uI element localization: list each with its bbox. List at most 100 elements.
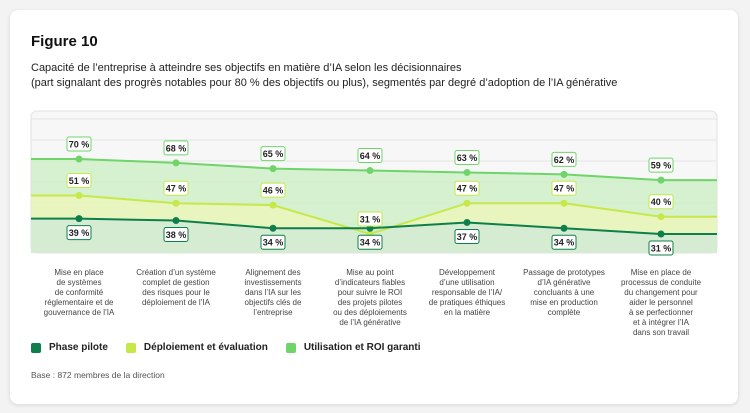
data-label-box <box>648 157 674 173</box>
data-label-group: 63 % <box>454 149 480 165</box>
data-label-group: 40 % <box>648 194 674 210</box>
category-label-line: de conformité <box>55 288 104 297</box>
data-label-box <box>163 140 189 156</box>
legend-label-phase-pilote: Phase pilote <box>49 342 108 353</box>
data-label: 40 % <box>651 197 672 207</box>
category-label-line: à se perfectionner <box>629 308 693 317</box>
category-label-line: en la matière <box>444 308 491 317</box>
data-label-box <box>454 180 480 196</box>
data-label-group: 62 % <box>551 151 577 167</box>
data-label-box <box>648 240 674 256</box>
data-label: 38 % <box>166 230 187 240</box>
data-point <box>366 167 374 175</box>
category-label-line: mise en production <box>530 298 598 307</box>
category-label-line: Mise en place <box>54 268 104 277</box>
category-label-line: processus de conduite <box>621 278 702 287</box>
category-label: Développement d’une utilisation responsabl… <box>429 268 506 317</box>
data-label-group: 37 % <box>454 228 480 244</box>
category-label-line: Développement <box>439 268 496 277</box>
data-label: 31 % <box>360 215 381 225</box>
subtitle-line-1: Capacité de l’entreprise à atteindre ses… <box>31 62 462 74</box>
category-label-line: de pratiques éthiques <box>429 298 506 307</box>
legend-swatch-phase-pilote <box>31 342 41 353</box>
data-label-group: 51 % <box>66 173 92 189</box>
data-point <box>657 230 665 238</box>
category-label-line: gouvernance de l’IA <box>44 308 115 317</box>
data-label: 65 % <box>263 149 284 159</box>
data-label-box <box>163 180 189 196</box>
data-label-box <box>551 151 577 167</box>
category-label: Création d’un système complet de gestion d… <box>136 268 216 307</box>
category-label: Passage de prototypes d’IA générative conc… <box>523 268 605 317</box>
category-label-line: pour suivre le ROI <box>338 288 402 297</box>
data-label: 34 % <box>360 238 381 248</box>
category-label: Mise en place de systèmes de conformité rég… <box>44 268 115 317</box>
data-point <box>463 168 471 176</box>
chart-legend: Phase pilote Déploiement et évaluation U… <box>31 342 421 353</box>
data-label: 51 % <box>69 176 90 186</box>
data-label-box <box>260 146 286 162</box>
data-label: 34 % <box>263 238 284 248</box>
category-label-line: de l’IA générative <box>339 318 401 327</box>
data-label-group: 31 % <box>357 211 383 227</box>
data-label-group: 34 % <box>260 234 286 250</box>
category-label-line: ou des déploiements <box>333 308 407 317</box>
data-label-box <box>357 211 383 227</box>
data-point <box>75 215 83 223</box>
data-point <box>463 218 471 226</box>
legend-swatch-utilisation <box>285 342 296 353</box>
data-label-box <box>66 136 92 152</box>
data-label-box <box>163 227 189 243</box>
category-label-line: objectifs clés de <box>245 298 302 307</box>
data-point <box>269 224 277 232</box>
data-label: 62 % <box>554 155 575 165</box>
data-label: 34 % <box>554 238 575 248</box>
data-label-group: 34 % <box>551 234 577 250</box>
category-label-line: réglementaire et de <box>45 298 114 307</box>
data-label: 64 % <box>360 151 381 161</box>
category-label-line: de systèmes <box>57 278 102 287</box>
category-label-line: investissements <box>245 278 302 287</box>
data-label-box <box>648 194 674 210</box>
category-label-line: d’une utilisation <box>439 278 494 287</box>
legend-item-phase-pilote: Phase pilote <box>31 342 108 353</box>
data-label-box <box>357 234 383 250</box>
data-point <box>172 199 180 207</box>
data-label-box <box>260 234 286 250</box>
data-label-box <box>551 180 577 196</box>
legend-item-deploiement: Déploiement et évaluation <box>125 342 268 353</box>
data-label-group: 31 % <box>648 240 674 256</box>
data-label: 31 % <box>651 244 672 254</box>
legend-item-utilisation: Utilisation et ROI garanti <box>285 342 421 353</box>
data-label-box <box>454 228 480 244</box>
data-label: 39 % <box>69 228 90 238</box>
data-label: 63 % <box>457 153 478 163</box>
data-label: 37 % <box>457 232 478 242</box>
data-point <box>560 224 568 232</box>
data-label: 47 % <box>457 184 478 194</box>
category-label-line: d’indicateurs fiables <box>335 278 405 287</box>
data-point <box>560 170 568 178</box>
data-label-group: 64 % <box>357 148 383 164</box>
category-label: Alignement des investissements dans l’IA s… <box>245 268 302 317</box>
category-label-line: concluants à une <box>534 288 595 297</box>
figure-subtitle: Capacité de l’entreprise à atteindre ses… <box>31 61 681 91</box>
data-label-box <box>357 148 383 164</box>
data-label: 59 % <box>651 161 672 171</box>
data-label-box <box>454 149 480 165</box>
data-point <box>463 199 471 207</box>
data-label-group: 38 % <box>163 227 189 243</box>
data-point <box>75 155 83 163</box>
data-label-group: 46 % <box>260 182 286 198</box>
category-label: Mise en place de processus de conduite du … <box>621 268 702 337</box>
category-label-line: dans son travail <box>633 328 689 337</box>
data-label-group: 47 % <box>551 180 577 196</box>
category-label-line: Alignement des <box>245 268 300 277</box>
legend-label-deploiement: Déploiement et évaluation <box>143 342 268 353</box>
data-point <box>657 213 665 221</box>
data-label-box <box>66 173 92 189</box>
data-point <box>172 217 180 225</box>
data-label-group: 59 % <box>648 157 674 173</box>
data-label-group: 68 % <box>163 140 189 156</box>
